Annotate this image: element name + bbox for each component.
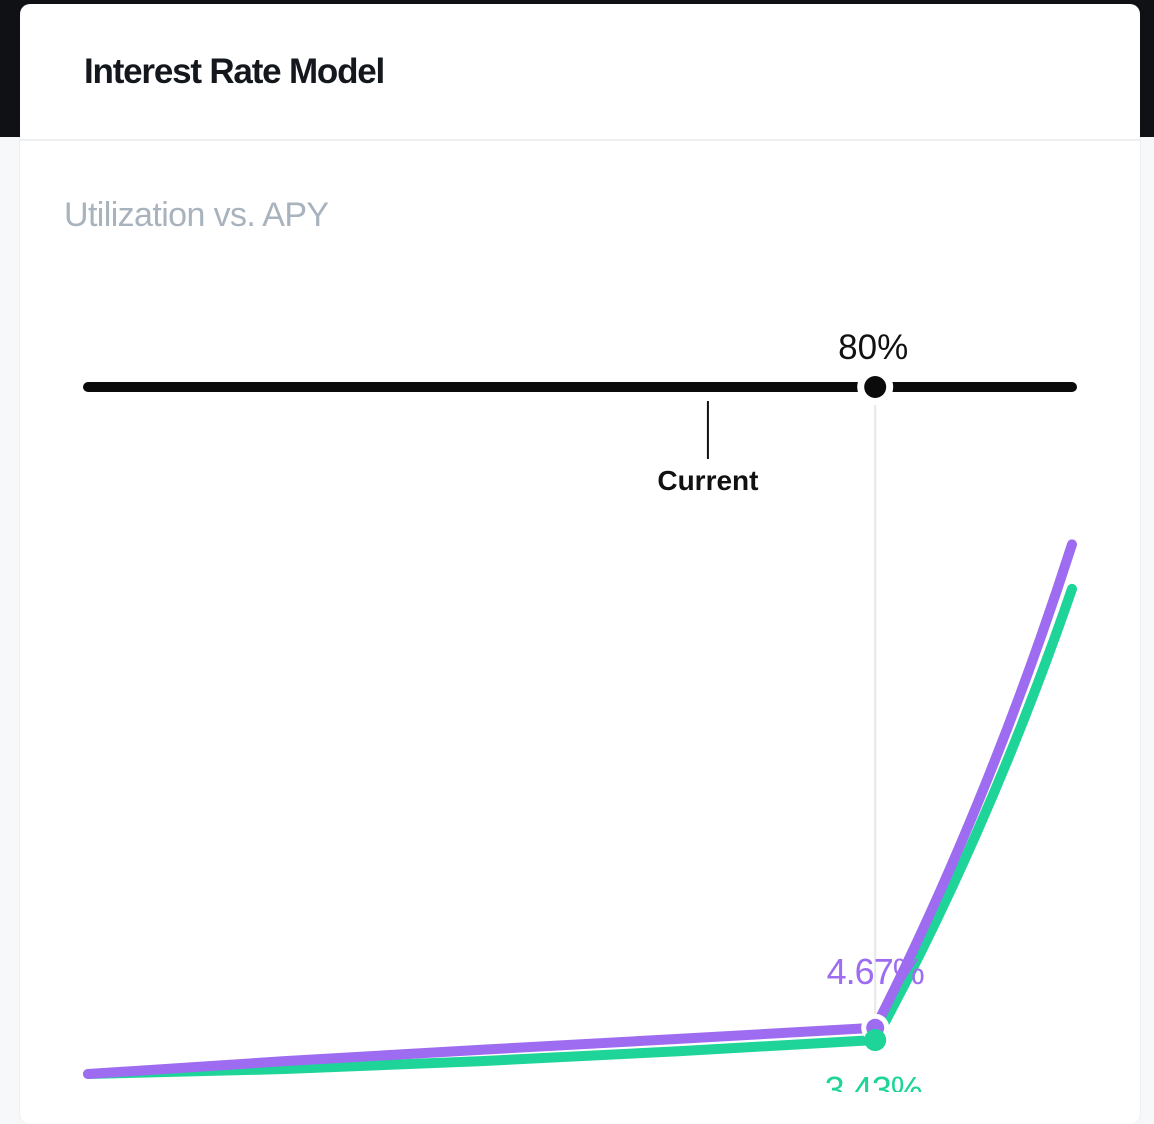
current-marker-label: Current bbox=[657, 465, 758, 496]
card-title: Interest Rate Model bbox=[84, 52, 385, 91]
interest-rate-model-card: Interest Rate Model bbox=[20, 4, 1140, 1124]
supply-apy-point bbox=[864, 1029, 887, 1052]
chart-title: Utilization vs. APY bbox=[64, 196, 329, 234]
kink-label: 80% bbox=[838, 328, 908, 367]
interest-rate-chart[interactable]: 80% Current 4.67% 3.43% bbox=[0, 0, 1154, 1092]
supply-apy-line bbox=[83, 583, 1077, 1079]
supply-apy-label: 3.43% bbox=[825, 1069, 922, 1092]
card-header: Interest Rate Model bbox=[20, 4, 1140, 141]
kink-handle[interactable] bbox=[864, 376, 887, 398]
borrow-apy-line bbox=[83, 539, 1077, 1079]
borrow-apy-label: 4.67% bbox=[827, 951, 924, 992]
